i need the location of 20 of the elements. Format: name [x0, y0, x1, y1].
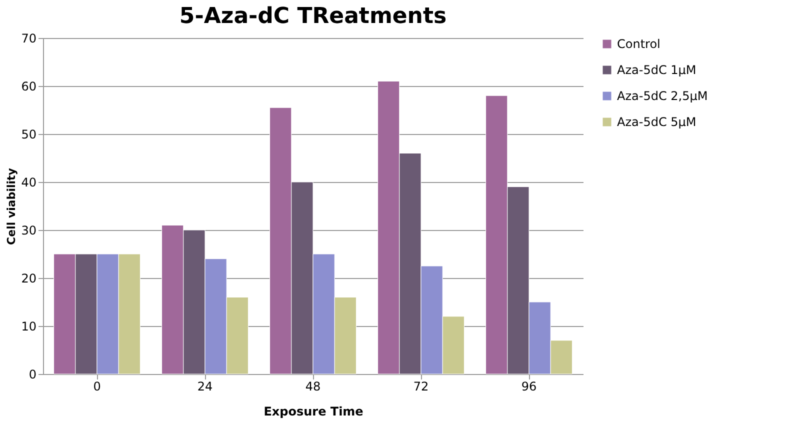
chart-title: 5-Aza-dC TReatments	[179, 4, 447, 29]
y-tick-label: 60	[21, 80, 36, 94]
x-tick-label: 24	[197, 380, 213, 394]
x-axis-title: Exposure Time	[264, 404, 364, 418]
x-tick-label: 0	[93, 380, 101, 394]
y-tick-label: 50	[21, 128, 36, 142]
x-tick-label: 96	[521, 380, 537, 394]
x-tick-label: 72	[413, 380, 429, 394]
y-tick-label: 30	[21, 224, 36, 238]
y-tick-label: 40	[21, 176, 36, 190]
y-tick-label: 10	[21, 320, 36, 334]
legend-label: Aza-5dC 1µM	[617, 63, 696, 77]
legend-label: Control	[617, 37, 660, 51]
y-tick-label: 70	[21, 32, 36, 46]
y-tick-label: 20	[21, 272, 36, 286]
x-tick-label: 48	[305, 380, 321, 394]
legend-label: Aza-5dC 2,5µM	[617, 89, 708, 103]
y-tick-label: 0	[28, 368, 36, 382]
legend-label: Aza-5dC 5µM	[617, 115, 696, 129]
y-axis-title: Cell viability	[5, 168, 18, 245]
